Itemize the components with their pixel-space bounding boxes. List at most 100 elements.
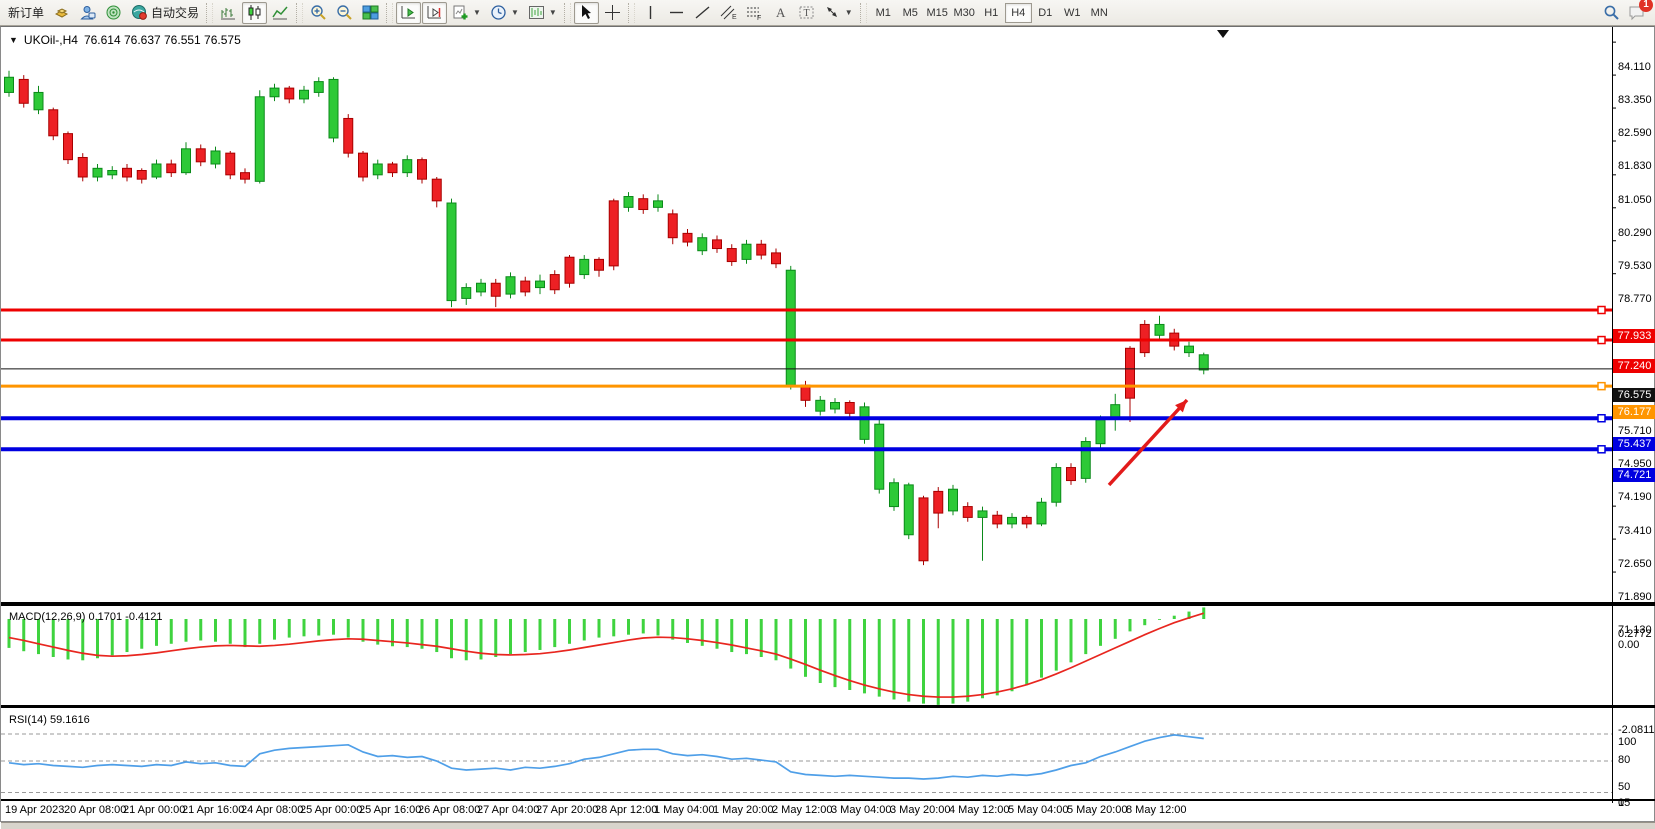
- notifications-button[interactable]: 1: [1628, 0, 1653, 21]
- timeframe-button-m15[interactable]: M15: [926, 6, 948, 19]
- main-macd-divider[interactable]: [1, 602, 1655, 606]
- tile-windows-button[interactable]: [358, 2, 383, 24]
- timeframe-button-h1[interactable]: H1: [984, 6, 999, 19]
- svg-text:A: A: [776, 5, 786, 20]
- templates-button[interactable]: ▼: [524, 2, 561, 24]
- line-chart-icon: [272, 6, 288, 20]
- candlestick-chart-button[interactable]: [242, 1, 268, 24]
- candle-body: [1021, 516, 1032, 525]
- candle-body: [830, 401, 840, 410]
- fibonacci-tool-button[interactable]: F: [742, 2, 767, 24]
- candle-body: [92, 167, 103, 178]
- search-icon[interactable]: [1603, 4, 1620, 21]
- period-button[interactable]: ▼: [486, 2, 523, 24]
- macd-axis-label: 0.00: [1618, 639, 1640, 651]
- chart-ohlc-values: 76.614 76.637 76.551 76.575: [83, 33, 241, 47]
- market-watch-button[interactable]: [49, 2, 74, 24]
- crosshair-tool-button[interactable]: [600, 2, 625, 24]
- timeframe-group: M1 M5 M15 M30 H1 H4 D1 W1 MN: [870, 2, 1113, 23]
- toolbar-right-group: 1: [1603, 0, 1653, 21]
- arrows-tool-button[interactable]: ▼: [820, 2, 857, 24]
- chart-plot-svg: [1, 30, 1616, 793]
- chart-window: ▼ UKOil-,H4 76.614 76.637 76.551 76.575 …: [0, 26, 1655, 829]
- price-tick-label: 71.130: [1618, 624, 1652, 636]
- equidistant-channel-tool-button[interactable]: E: [716, 2, 741, 24]
- line-handle[interactable]: [1597, 335, 1606, 345]
- time-axis-label: 4 May 12:00: [949, 804, 1010, 816]
- candle-body: [417, 159, 427, 180]
- rsi-timeaxis-divider: [1, 799, 1655, 801]
- zoom-in-icon: [311, 5, 326, 20]
- time-axis-label: 3 May 04:00: [831, 804, 892, 816]
- timeframe-button-m5[interactable]: M5: [902, 6, 918, 19]
- new-order-button[interactable]: 新订单: [4, 2, 48, 24]
- trend-arrow-line[interactable]: [1107, 398, 1189, 487]
- dropdown-caret-icon: ▼: [548, 8, 557, 17]
- trendline-tool-button[interactable]: [690, 2, 715, 24]
- text-label-tool-button[interactable]: T: [794, 2, 819, 24]
- price-tick-label: 71.890: [1618, 591, 1652, 604]
- price-tick-label: 74.950: [1618, 458, 1652, 471]
- price-tick-label: 72.650: [1618, 558, 1652, 571]
- timeframe-button-m30[interactable]: M30: [953, 6, 975, 19]
- zoom-out-button[interactable]: [332, 2, 357, 24]
- macd-axis-label: -2.0811: [1618, 724, 1655, 736]
- bar-chart-button[interactable]: [216, 2, 241, 24]
- fibonacci-icon: F: [746, 7, 761, 21]
- chart-triangle-marker[interactable]: [1217, 30, 1229, 38]
- line-handle[interactable]: [1597, 413, 1606, 423]
- time-axis-label: 21 Apr 16:00: [182, 804, 245, 816]
- signal-button[interactable]: [101, 2, 126, 24]
- timeframe-button-m1[interactable]: M1: [875, 6, 891, 19]
- cursor-tool-button[interactable]: [573, 1, 599, 24]
- candle-body: [446, 202, 457, 302]
- notification-badge: 1: [1639, 0, 1653, 12]
- candle-body: [313, 81, 324, 93]
- main-toolbar: 新订单 自动交易: [0, 0, 1655, 26]
- profile-icon: [80, 6, 96, 20]
- candle-body: [476, 282, 486, 293]
- timeframe-button-d1[interactable]: D1: [1038, 6, 1053, 19]
- price-tick-label: 82.590: [1618, 127, 1652, 140]
- collapse-toggle-icon[interactable]: ▼: [9, 35, 18, 45]
- price-tick-label: 78.770: [1618, 292, 1652, 305]
- candle-body: [269, 87, 280, 98]
- chart-shift-button[interactable]: [422, 1, 448, 24]
- line-handle[interactable]: [1597, 305, 1606, 315]
- line-handle[interactable]: [1597, 445, 1606, 454]
- candle-body: [225, 152, 236, 176]
- chart-symbol-label: UKOil-,H4: [23, 33, 78, 47]
- horizontal-line-tool-button[interactable]: [664, 2, 689, 24]
- time-axis-label: 8 May 12:00: [1126, 804, 1187, 816]
- auto-trading-button[interactable]: 自动交易: [127, 2, 203, 24]
- candle-body: [1080, 441, 1091, 479]
- rsi-axis-label: 0: [1618, 797, 1625, 809]
- window-bottom-strip[interactable]: [1, 822, 1655, 829]
- timeframe-button-w1[interactable]: W1: [1063, 6, 1081, 19]
- line-chart-button[interactable]: [268, 2, 293, 24]
- vertical-line-tool-button[interactable]: [638, 2, 663, 24]
- candle-body: [18, 78, 29, 104]
- candle-body: [667, 213, 678, 239]
- candle-body: [638, 198, 649, 211]
- profile-button[interactable]: [75, 2, 100, 24]
- chart-shift-icon: [427, 6, 442, 19]
- candle-body: [712, 239, 722, 250]
- candle-body: [564, 256, 575, 284]
- auto-scroll-button[interactable]: [396, 1, 422, 24]
- zoom-in-button[interactable]: [306, 2, 331, 24]
- price-tick-label: 80.290: [1618, 226, 1652, 239]
- arrows-icon: [826, 7, 837, 17]
- equidistant-channel-icon: E: [720, 5, 737, 21]
- new-chart-button[interactable]: ▼: [448, 2, 485, 24]
- text-tool-button[interactable]: A: [768, 2, 793, 24]
- line-handle[interactable]: [1597, 381, 1606, 391]
- timeframe-button-mn[interactable]: MN: [1090, 6, 1108, 19]
- candle-body: [903, 484, 914, 536]
- toolbar-separator: [386, 2, 394, 23]
- candle-body: [48, 109, 59, 137]
- template-icon: [528, 6, 544, 19]
- trend-arrow-head[interactable]: [1175, 400, 1187, 413]
- macd-rsi-divider[interactable]: [1, 705, 1655, 708]
- timeframe-button-h4[interactable]: H4: [1004, 2, 1032, 23]
